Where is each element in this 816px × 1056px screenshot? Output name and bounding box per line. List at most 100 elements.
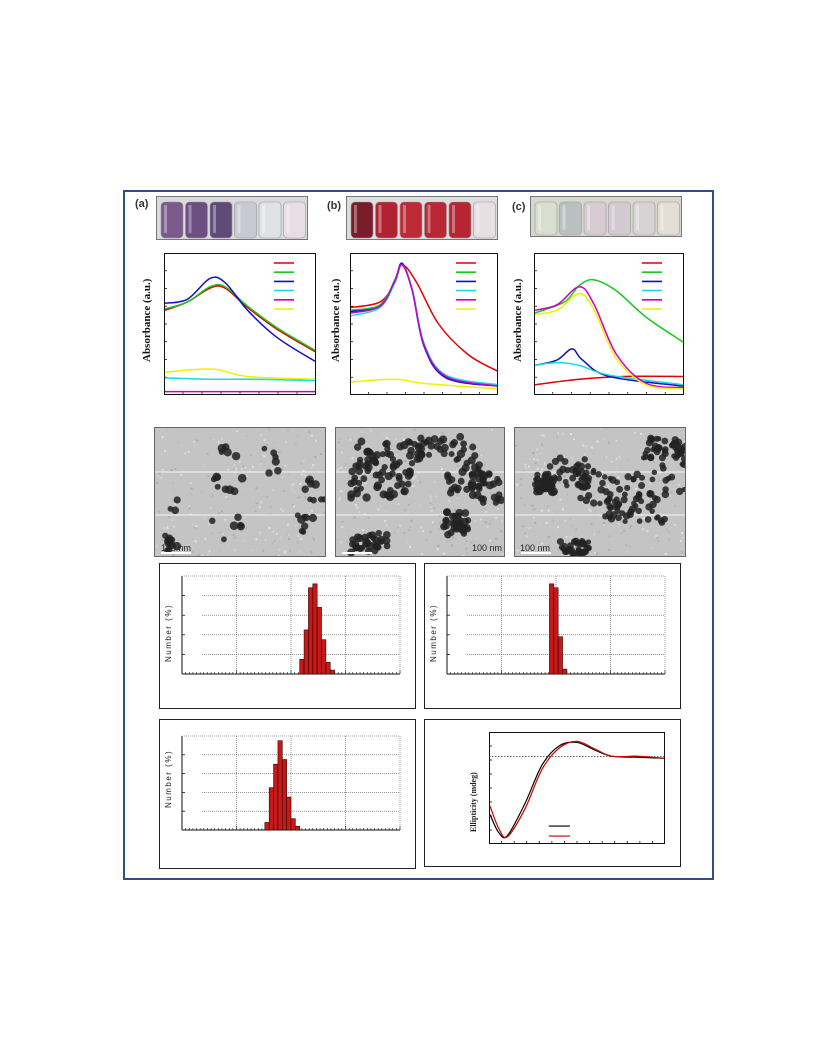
nanoparticle — [560, 546, 566, 552]
nanoparticle — [400, 486, 409, 496]
nanoparticle — [408, 460, 416, 467]
dls-ylabel-c: Number (%) — [164, 749, 173, 808]
histogram-bar — [277, 740, 283, 831]
nanoparticle — [490, 493, 499, 502]
nanoparticle — [307, 496, 313, 503]
series-line-6 — [534, 292, 684, 390]
nanoparticle — [496, 495, 504, 505]
nanoparticle — [624, 473, 632, 481]
nanoparticle — [638, 482, 646, 489]
nanoparticle — [616, 485, 624, 493]
nanoparticle — [661, 490, 670, 499]
nanoparticle — [609, 476, 617, 484]
nanoparticle — [621, 491, 628, 498]
nanoparticle — [551, 457, 560, 466]
nanoparticle — [545, 483, 552, 489]
nanoparticle — [578, 483, 586, 491]
nanoparticle — [394, 482, 401, 490]
vial — [283, 201, 306, 239]
nanoparticle — [555, 475, 563, 482]
nanoparticle — [602, 474, 608, 480]
nanoparticle — [580, 548, 588, 555]
nanoparticle — [454, 484, 462, 492]
histogram-bar — [549, 583, 555, 675]
nanoparticle — [452, 524, 461, 533]
nanoparticle — [384, 472, 393, 481]
nanoparticle — [469, 443, 477, 451]
uv-ylabel-b: Absorbance (a.u.) — [330, 278, 342, 362]
histogram-bar — [299, 659, 305, 675]
nanoparticle — [658, 519, 666, 526]
nanoparticle — [210, 476, 218, 483]
nanoparticle — [437, 437, 445, 445]
histogram-bar — [273, 763, 279, 831]
scale-bar — [161, 552, 191, 554]
nanoparticle — [425, 451, 433, 458]
nanoparticle — [229, 521, 239, 530]
nanoparticle — [549, 489, 557, 497]
histogram-bar — [329, 669, 335, 675]
nanoparticle — [590, 469, 597, 476]
nanoparticle — [353, 443, 362, 451]
nanoparticle — [457, 477, 465, 485]
nanoparticle — [458, 467, 467, 477]
nanoparticle — [620, 496, 628, 504]
nanoparticle — [347, 479, 356, 488]
nanoparticle — [636, 518, 643, 524]
nanoparticle — [237, 473, 247, 483]
nanoparticle — [597, 486, 605, 494]
nanoparticle — [602, 513, 609, 520]
cd-ylabel: Ellipticity (mdeg) — [469, 772, 478, 832]
series-line-3 — [534, 348, 684, 387]
nanoparticle — [318, 496, 325, 503]
vial — [559, 201, 582, 236]
nanoparticle — [417, 434, 425, 442]
nanoparticle — [674, 452, 681, 460]
histogram-bar — [308, 587, 314, 675]
nanoparticle — [461, 517, 469, 526]
series-line-6 — [350, 378, 498, 390]
scale-bar — [521, 552, 551, 554]
nanoparticle — [362, 493, 371, 502]
nanoparticle — [375, 471, 384, 479]
nanoparticle — [231, 451, 241, 461]
vial — [473, 201, 496, 239]
nanoparticle — [167, 540, 176, 550]
nanoparticle — [619, 510, 626, 517]
nanoparticle — [442, 516, 450, 525]
nanoparticle — [606, 503, 614, 510]
nanoparticle — [468, 491, 477, 500]
histogram-bar — [321, 639, 327, 675]
nanoparticle — [599, 479, 606, 487]
uv-plot-b — [350, 253, 498, 395]
nanoparticle — [347, 494, 355, 502]
cd-box: Ellipticity (mdeg) — [424, 719, 681, 867]
nanoparticle — [389, 463, 398, 471]
dls-ylabel-a: Number (%) — [164, 603, 173, 662]
nanoparticle — [679, 461, 685, 467]
series-line-4 — [350, 263, 498, 386]
nanoparticle — [479, 472, 489, 481]
histogram-bar — [553, 587, 559, 675]
nanoparticle — [581, 472, 589, 481]
vial — [534, 201, 558, 236]
tem-scale-a: 100 nm — [161, 543, 192, 553]
nanoparticle — [574, 467, 582, 476]
nanoparticle — [656, 436, 662, 442]
nanoparticle — [360, 475, 368, 483]
nanoparticle — [413, 455, 421, 463]
dls-box-a: Number (%) — [159, 563, 416, 709]
nanoparticle — [662, 486, 669, 493]
series-line-6 — [164, 368, 316, 380]
tem-image-c: 100 nm — [514, 427, 686, 557]
nanoparticle — [357, 437, 366, 446]
nanoparticle — [597, 500, 603, 507]
nanoparticle — [357, 485, 364, 492]
nanoparticle — [647, 454, 655, 462]
nanoparticle — [373, 451, 381, 459]
nanoparticle — [221, 536, 227, 543]
nanoparticle — [463, 485, 471, 493]
vial — [632, 201, 656, 236]
nanoparticle — [575, 546, 581, 552]
series-line-4 — [164, 377, 316, 382]
